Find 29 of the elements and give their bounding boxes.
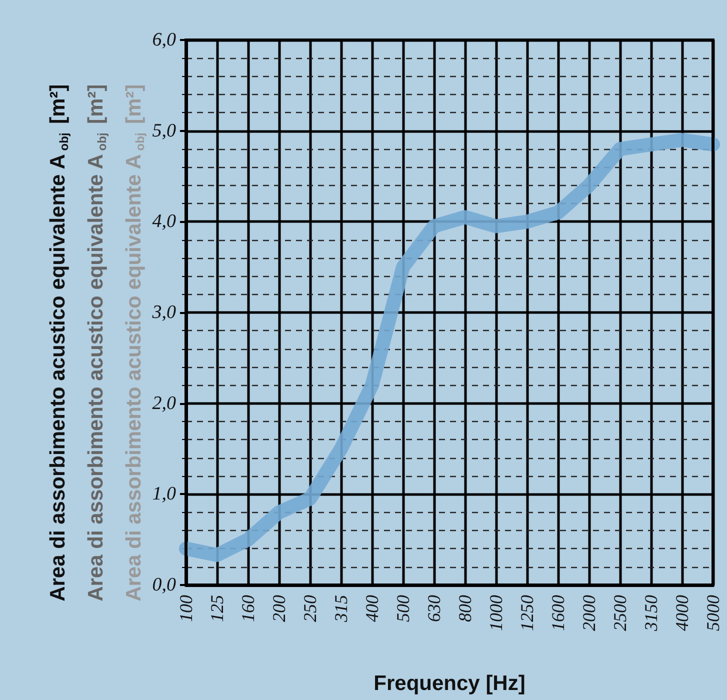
x-tick-label: 2500 [610,595,630,631]
y-tick-label: 0,0 [152,574,176,596]
x-tick-label: 2000 [579,595,599,631]
x-tick-label: 400 [362,595,382,622]
x-axis-title: Frequency [Hz] [374,672,526,695]
x-tick-label: 1000 [486,595,506,631]
text: Area di assorbimento acustico equivalente Aobj [m²] [122,84,147,602]
x-tick-label: 500 [393,595,413,622]
y-tick-label: 6,0 [152,30,176,50]
x-tick-label: 5000 [703,595,723,631]
x-tick-label: 100 [176,595,196,622]
y-axis-title: Area di assorbimento acustico equivalente Aobj [m²] [46,84,71,602]
x-tick-label: 250 [300,595,320,622]
x-tick-label: 200 [269,595,289,622]
x-tick-label: 1600 [548,595,568,631]
x-tick-label: 630 [424,595,444,622]
x-tick-label: 1250 [517,595,537,631]
y-tick-label: 5,0 [152,120,176,142]
x-tick-label: 800 [455,595,475,622]
x-tick-label: 315 [331,595,351,623]
y-tick-label: 3,0 [151,302,176,323]
y-tick-label: 2,0 [152,392,176,414]
text: Area di assorbimento acustico equivalente Aobj [m²] [84,84,109,602]
x-tick-label: 3150 [641,595,661,632]
x-tick-label: 125 [207,595,227,622]
x-tick-label: 4000 [672,595,692,631]
y-tick-label: 4,0 [152,211,176,232]
x-tick-label: 160 [238,595,258,622]
y-tick-label: 1,0 [152,484,176,505]
